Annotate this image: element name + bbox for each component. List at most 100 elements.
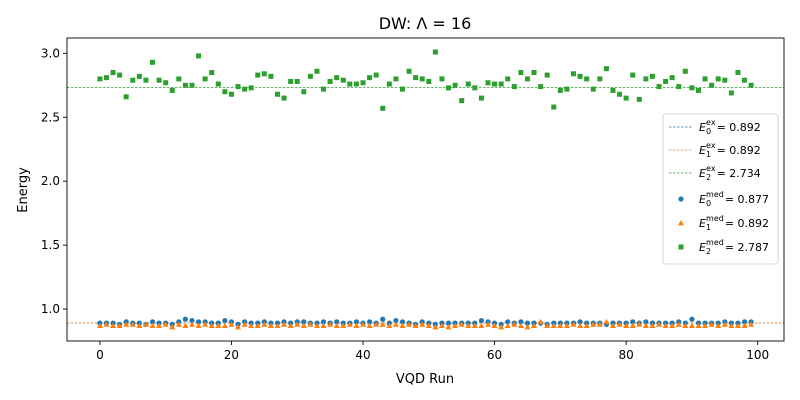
legend-handle-marker bbox=[678, 196, 684, 202]
data-point bbox=[439, 76, 445, 82]
data-point bbox=[300, 322, 307, 329]
data-point bbox=[360, 80, 366, 86]
data-point bbox=[577, 73, 583, 79]
y-tick-label: 3.0 bbox=[41, 46, 60, 60]
data-point bbox=[189, 82, 195, 88]
data-point bbox=[386, 81, 392, 87]
data-point bbox=[702, 322, 709, 329]
data-point bbox=[629, 322, 636, 329]
data-point bbox=[222, 317, 228, 324]
y-tick-label: 2.5 bbox=[41, 110, 60, 124]
data-point bbox=[254, 322, 261, 329]
data-point bbox=[445, 323, 452, 330]
y-tick-label: 2.0 bbox=[41, 174, 60, 188]
data-point bbox=[281, 321, 288, 327]
data-point bbox=[590, 321, 597, 327]
data-point bbox=[531, 70, 537, 76]
data-point bbox=[557, 87, 563, 93]
data-point bbox=[465, 81, 471, 87]
x-axis-label: VQD Run bbox=[396, 372, 454, 387]
legend-label: E1med= 0.892 bbox=[699, 214, 769, 232]
data-point bbox=[688, 322, 695, 329]
data-point bbox=[248, 322, 255, 329]
legend-label: E2med= 2.787 bbox=[699, 238, 769, 256]
data-point bbox=[524, 320, 531, 326]
data-point bbox=[557, 322, 564, 329]
data-point bbox=[511, 321, 518, 327]
data-point bbox=[446, 85, 452, 91]
data-point bbox=[175, 321, 182, 327]
data-point bbox=[656, 321, 663, 327]
data-point bbox=[235, 84, 241, 90]
data-point bbox=[544, 72, 550, 78]
data-point bbox=[110, 322, 117, 329]
data-point bbox=[708, 321, 715, 327]
data-point bbox=[399, 319, 406, 325]
data-point bbox=[419, 321, 426, 327]
data-point bbox=[156, 77, 162, 83]
data-point bbox=[656, 84, 662, 90]
axes-frame bbox=[66, 37, 785, 342]
data-point bbox=[505, 319, 511, 325]
data-point bbox=[550, 322, 557, 329]
data-point bbox=[136, 73, 142, 79]
data-point bbox=[195, 319, 202, 325]
data-point bbox=[564, 86, 570, 92]
data-point bbox=[643, 319, 649, 325]
data-point bbox=[367, 75, 373, 81]
data-point bbox=[156, 322, 163, 329]
data-point bbox=[406, 321, 413, 327]
data-point bbox=[143, 77, 149, 83]
data-point bbox=[741, 322, 748, 329]
data-point bbox=[196, 53, 202, 59]
data-point bbox=[478, 95, 484, 101]
legend-handle-marker bbox=[678, 220, 684, 226]
data-point bbox=[517, 322, 524, 329]
data-point bbox=[689, 316, 695, 322]
data-point bbox=[110, 70, 116, 76]
data-point bbox=[412, 322, 419, 329]
y-tick-label: 1.5 bbox=[41, 238, 60, 252]
data-point bbox=[478, 317, 485, 324]
data-point bbox=[734, 322, 741, 329]
data-point bbox=[577, 322, 584, 329]
data-point bbox=[505, 76, 511, 82]
data-point bbox=[518, 319, 524, 325]
legend-label: E2ex= 2.734 bbox=[699, 164, 761, 182]
data-point bbox=[426, 78, 432, 84]
data-point bbox=[616, 321, 623, 327]
data-point bbox=[393, 76, 399, 82]
data-point bbox=[478, 322, 485, 329]
data-point bbox=[709, 82, 715, 88]
data-point bbox=[117, 72, 123, 78]
data-point bbox=[373, 321, 380, 327]
data-point bbox=[221, 322, 228, 329]
data-point bbox=[636, 96, 642, 102]
legend-label: E0med= 0.877 bbox=[699, 190, 769, 208]
data-point bbox=[432, 323, 439, 330]
data-point bbox=[163, 80, 169, 86]
data-point bbox=[399, 322, 406, 329]
data-point bbox=[491, 322, 498, 329]
data-point bbox=[379, 321, 386, 327]
data-point bbox=[518, 70, 524, 76]
data-point bbox=[715, 76, 721, 82]
data-point bbox=[748, 82, 754, 88]
data-point bbox=[116, 322, 123, 329]
data-point bbox=[242, 86, 248, 92]
data-point bbox=[261, 321, 268, 327]
data-point bbox=[609, 322, 616, 329]
data-point bbox=[544, 322, 551, 329]
data-point bbox=[649, 73, 655, 79]
data-point bbox=[663, 78, 669, 84]
data-point bbox=[130, 77, 136, 83]
y-axis-label: Energy bbox=[16, 167, 31, 213]
data-point bbox=[162, 321, 169, 327]
data-point bbox=[649, 322, 656, 329]
data-point bbox=[228, 321, 235, 327]
x-tick-label: 0 bbox=[96, 348, 104, 362]
data-point bbox=[150, 59, 156, 65]
data-point bbox=[538, 84, 544, 90]
data-point bbox=[340, 77, 346, 83]
data-point bbox=[182, 82, 188, 88]
